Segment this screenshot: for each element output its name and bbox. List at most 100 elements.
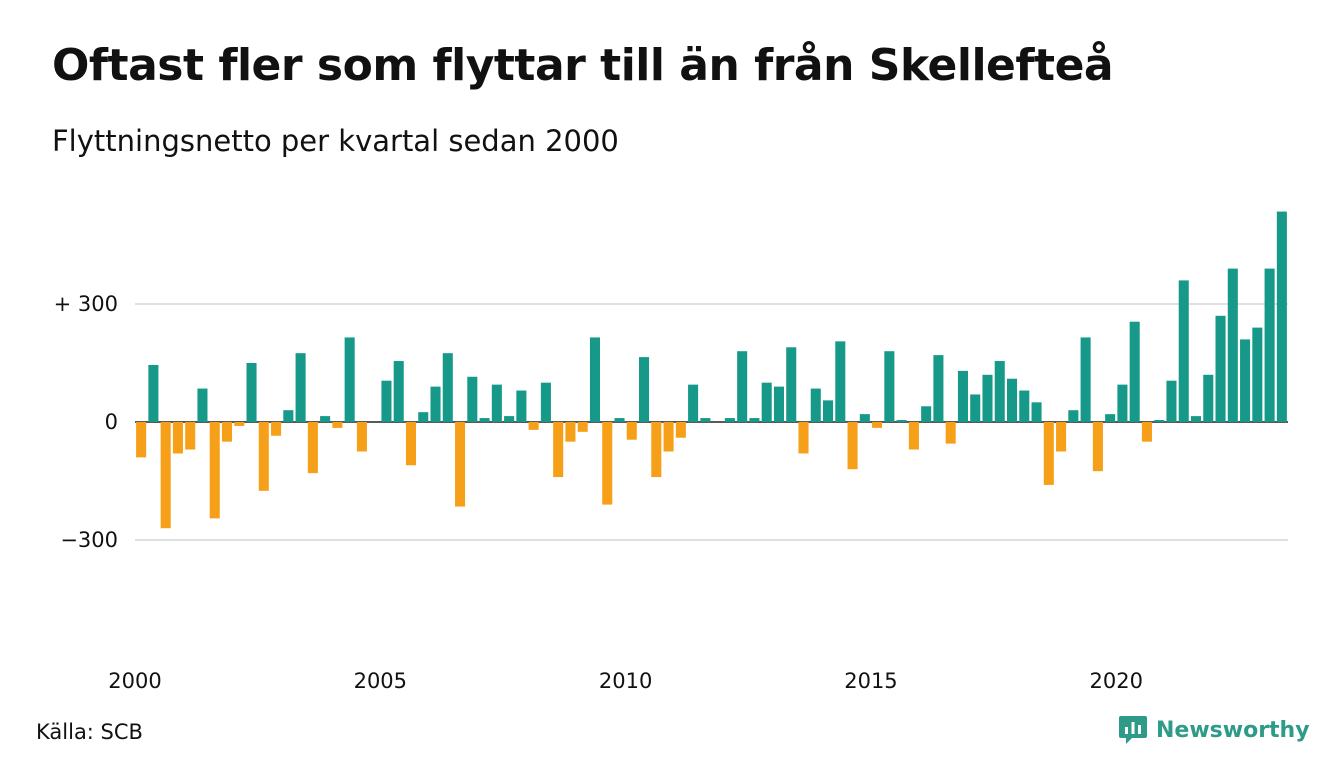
bar-positive (773, 386, 784, 422)
bar-positive (148, 364, 159, 422)
bar-positive (430, 386, 441, 422)
x-tick-label: 2005 (354, 669, 407, 693)
bar-positive (1264, 268, 1275, 422)
x-tick-label: 2010 (599, 669, 652, 693)
chart-subtitle: Flyttningsnetto per kvartal sedan 2000 (52, 124, 619, 158)
bar-chart: + 300 0 −300 2000 2005 2010 2015 2020 (54, 211, 1288, 693)
bar-positive (896, 420, 907, 422)
bar-positive (295, 353, 306, 422)
x-tick-label: 2020 (1090, 669, 1143, 693)
bar-positive (921, 406, 932, 422)
bar-negative (847, 422, 858, 470)
bar-positive (933, 355, 944, 422)
bar-positive (393, 361, 404, 422)
bar-positive (442, 353, 453, 422)
bar-positive (516, 390, 527, 422)
bar-positive (1117, 384, 1128, 422)
bar-positive (724, 418, 735, 422)
bar-positive (957, 370, 968, 422)
bar-negative (455, 422, 466, 507)
chart-title: Oftast fler som flyttar till än från Ske… (52, 40, 1114, 91)
bar-positive (994, 361, 1005, 422)
bar-positive (504, 416, 515, 422)
bar-positive (1252, 327, 1263, 422)
bar-negative (651, 422, 662, 478)
bar-positive (418, 412, 429, 422)
bar-positive (761, 382, 772, 422)
bar-negative (528, 422, 539, 430)
bar-negative (307, 422, 318, 474)
bar-negative (1043, 422, 1054, 485)
bar-positive (614, 418, 625, 422)
bar-negative (798, 422, 809, 454)
bar-positive (381, 380, 392, 422)
bar-negative (553, 422, 564, 478)
bar-negative (602, 422, 613, 505)
bar-positive (688, 384, 699, 422)
bar-positive (1190, 416, 1202, 422)
bar-positive (1178, 280, 1189, 422)
x-tick-label: 2000 (108, 669, 161, 693)
bar-positive (283, 410, 294, 422)
bar-positive (1276, 211, 1287, 422)
bar-positive (1154, 420, 1165, 422)
bar-positive (344, 337, 355, 422)
bar-negative (1141, 422, 1152, 442)
bar-negative (185, 422, 196, 450)
newsworthy-logo-icon (1119, 716, 1147, 744)
bar-positive (1068, 410, 1079, 422)
y-axis-ticks: + 300 0 −300 (54, 292, 118, 552)
bar-positive (320, 416, 331, 422)
bar-negative (209, 422, 220, 519)
bar-negative (577, 422, 588, 432)
bar-positive (823, 400, 834, 422)
brand-name: Newsworthy (1156, 717, 1310, 743)
bar-positive (589, 337, 600, 422)
bar-negative (356, 422, 367, 452)
y-tick-label: 0 (105, 410, 118, 434)
bar-positive (1006, 378, 1018, 422)
bar-positive (467, 376, 478, 422)
bar-positive (491, 384, 502, 422)
x-tick-label: 2015 (844, 669, 897, 693)
y-tick-label: −300 (60, 528, 118, 552)
bar-positive (246, 363, 257, 422)
bar-positive (1031, 402, 1042, 422)
bar-negative (872, 422, 883, 428)
bar-positive (859, 414, 870, 422)
brand-logo: Newsworthy (1118, 714, 1310, 746)
bar-positive (1129, 321, 1140, 422)
bar-positive (884, 351, 895, 422)
bar-negative (565, 422, 576, 442)
bar-positive (1240, 339, 1251, 422)
bar-positive (1019, 390, 1030, 422)
bar-negative (136, 422, 147, 458)
bar-negative (945, 422, 956, 444)
bar-positive (700, 418, 711, 422)
bar-positive (1215, 315, 1226, 422)
bar-positive (786, 347, 797, 422)
bar-positive (835, 341, 846, 422)
bar-positive (749, 418, 760, 422)
bar-positive (479, 418, 490, 422)
bar-negative (908, 422, 919, 450)
bars (136, 211, 1287, 529)
x-axis-ticks: 2000 2005 2010 2015 2020 (108, 669, 1143, 693)
bar-negative (258, 422, 269, 491)
bar-negative (1056, 422, 1067, 452)
bar-negative (221, 422, 233, 442)
bar-negative (663, 422, 674, 452)
bar-negative (1092, 422, 1103, 472)
bar-negative (332, 422, 343, 428)
bar-positive (639, 357, 650, 422)
bar-positive (1080, 337, 1091, 422)
bar-positive (1203, 374, 1214, 422)
bar-negative (160, 422, 171, 529)
bar-negative (405, 422, 417, 466)
bar-positive (737, 351, 748, 422)
bar-positive (970, 394, 981, 422)
y-tick-label: + 300 (54, 292, 118, 316)
bar-positive (982, 374, 993, 422)
bar-negative (172, 422, 183, 454)
bar-positive (810, 388, 821, 422)
